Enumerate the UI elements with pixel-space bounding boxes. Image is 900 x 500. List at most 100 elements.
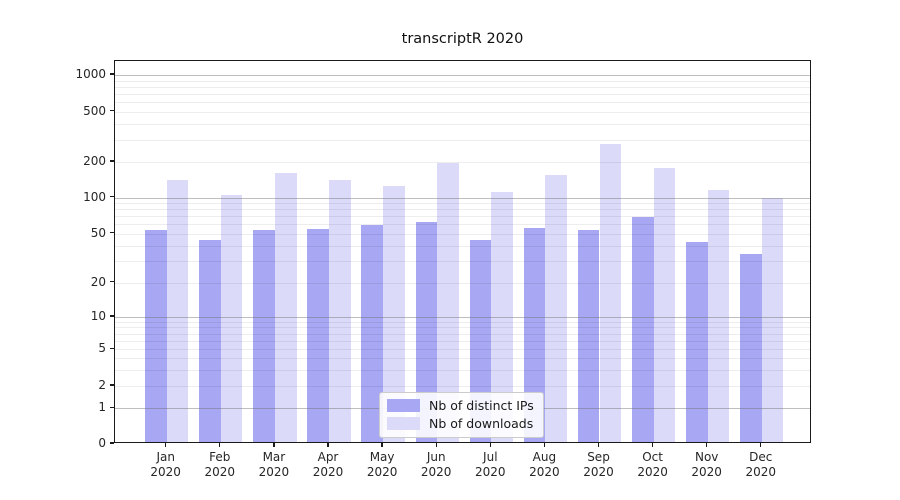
grid-minor-line: [115, 93, 810, 95]
grid-minor-line: [115, 216, 810, 218]
legend-swatch-distinct-ips-icon: [387, 399, 420, 412]
chart-title: transcriptR 2020: [401, 31, 524, 47]
bar-downloads-may: [383, 185, 405, 442]
bar-distinct-ips-nov: [686, 242, 708, 442]
y-tick-mark: [110, 160, 114, 162]
grid-minor-line: [115, 327, 810, 329]
bar-distinct-ips-dec: [740, 253, 762, 442]
x-tick-mark: [597, 443, 600, 447]
x-tick-mark: [543, 443, 546, 447]
bar-downloads-apr: [329, 180, 351, 442]
x-tick-label-aug: Aug 2020: [529, 450, 560, 479]
bar-downloads-sep: [599, 143, 622, 442]
legend-label-distinct-ips: Nb of distinct IPs: [429, 398, 534, 413]
y-tick-label: 20: [90, 274, 106, 289]
x-tick-mark: [219, 443, 221, 447]
x-tick-label-jun: Jun 2020: [420, 450, 452, 479]
x-tick-label-nov: Nov 2020: [691, 450, 722, 479]
bar-downloads-jan: [166, 180, 189, 442]
y-tick-label: 500: [83, 103, 106, 118]
bar-distinct-ips-aug: [523, 227, 546, 442]
plot-area: Nb of distinct IPs Nb of downloads: [114, 60, 811, 443]
y-tick-label: 10: [90, 309, 106, 323]
legend-swatch-downloads-icon: [387, 417, 420, 430]
bar-distinct-ips-may: [361, 224, 384, 442]
bar-downloads-jul: [491, 191, 513, 442]
x-tick-label-oct: Oct 2020: [637, 450, 668, 479]
grid-minor-line: [115, 282, 810, 284]
grid-minor-line: [115, 261, 810, 262]
grid-minor-line: [115, 333, 810, 335]
x-tick-mark: [760, 443, 762, 447]
grid-minor-line: [115, 209, 810, 211]
x-tick-mark: [327, 443, 329, 447]
bars-layer: [115, 61, 810, 442]
y-tick-mark: [110, 281, 114, 283]
x-tick-mark: [435, 443, 437, 447]
bar-downloads-aug: [545, 174, 568, 442]
grid-minor-line: [115, 358, 810, 360]
grid-minor-line: [115, 139, 810, 141]
bar-distinct-ips-mar: [253, 229, 275, 442]
y-tick-mark: [110, 406, 114, 408]
y-tick-label: 1000: [75, 67, 106, 81]
x-tick-label-may: May 2020: [366, 450, 398, 479]
bar-downloads-jun: [437, 162, 459, 442]
grid-minor-line: [115, 349, 810, 351]
grid-minor-line: [115, 102, 810, 104]
y-tick-mark: [110, 315, 114, 317]
y-tick-mark: [110, 73, 114, 75]
grid-minor-line: [115, 233, 810, 235]
grid-minor-line: [115, 203, 810, 205]
x-tick-label-apr: Apr 2020: [312, 450, 344, 479]
legend: Nb of distinct IPs Nb of downloads: [379, 392, 544, 438]
y-tick-mark: [110, 232, 114, 234]
bar-distinct-ips-jul: [469, 239, 492, 442]
y-tick-label: 2: [98, 378, 106, 392]
legend-row-distinct-ips: Nb of distinct IPs: [387, 398, 534, 413]
grid-major-line: [115, 317, 810, 318]
y-tick-mark: [110, 347, 114, 349]
x-tick-mark: [381, 443, 383, 447]
y-tick-label: 0: [98, 436, 106, 450]
bar-downloads-oct: [653, 168, 676, 442]
legend-label-downloads: Nb of downloads: [429, 416, 534, 431]
y-tick-label: 50: [90, 225, 106, 240]
x-tick-label-dec: Dec 2020: [745, 450, 777, 479]
bar-distinct-ips-feb: [199, 239, 221, 442]
grid-minor-line: [115, 86, 810, 88]
bar-downloads-feb: [220, 194, 243, 442]
x-tick-label-mar: Mar 2020: [258, 450, 290, 479]
y-tick-mark: [110, 442, 114, 444]
x-tick-label-jul: Jul 2020: [475, 450, 506, 479]
grid-minor-line: [115, 224, 810, 226]
bar-downloads-dec: [761, 198, 784, 442]
x-tick-mark: [165, 443, 167, 447]
y-tick-mark: [110, 384, 114, 386]
grid-layer: [115, 61, 810, 442]
grid-minor-line: [115, 245, 810, 247]
bar-downloads-nov: [707, 189, 730, 442]
y-tick-label: 100: [83, 189, 106, 204]
x-tick-label-feb: Feb 2020: [204, 450, 236, 479]
grid-minor-line: [115, 321, 810, 323]
bar-distinct-ips-apr: [307, 228, 329, 442]
x-tick-label-sep: Sep 2020: [583, 450, 614, 479]
grid-minor-line: [115, 340, 810, 342]
grid-minor-line: [115, 124, 810, 125]
grid-minor-line: [115, 111, 810, 113]
x-tick-mark: [273, 443, 275, 447]
y-tick-mark: [110, 196, 114, 198]
y-tick-label: 5: [98, 341, 106, 356]
bar-distinct-ips-jan: [145, 229, 167, 442]
grid-minor-line: [115, 162, 810, 163]
bar-distinct-ips-oct: [631, 217, 654, 442]
x-tick-label-jan: Jan 2020: [150, 450, 181, 479]
x-tick-mark: [651, 443, 654, 447]
legend-row-downloads: Nb of downloads: [387, 416, 534, 431]
x-tick-mark: [489, 443, 491, 447]
grid-minor-line: [115, 369, 810, 371]
y-tick-mark: [110, 110, 114, 112]
bar-downloads-mar: [274, 173, 297, 442]
